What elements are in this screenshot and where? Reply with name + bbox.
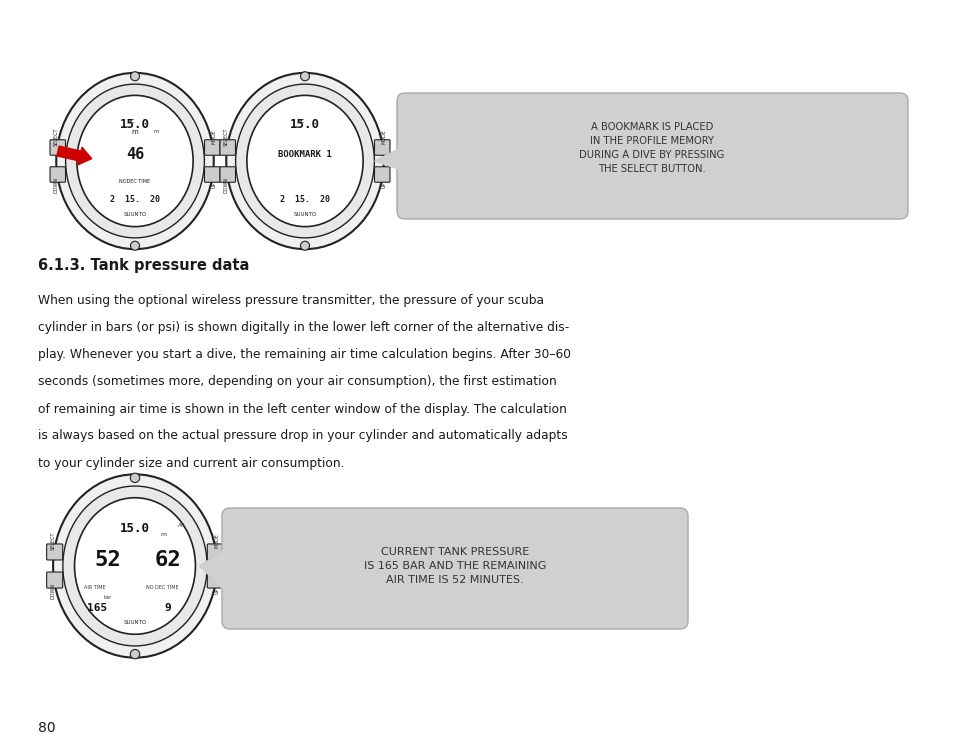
- Text: UP: UP: [211, 181, 216, 188]
- Text: seconds (sometimes more, depending on your air consumption), the first estimatio: seconds (sometimes more, depending on yo…: [38, 376, 557, 389]
- Ellipse shape: [53, 474, 216, 658]
- Text: AC: AC: [128, 119, 135, 125]
- Text: DOWN: DOWN: [51, 583, 55, 599]
- Text: of remaining air time is shown in the left center window of the display. The cal: of remaining air time is shown in the le…: [38, 402, 566, 416]
- Text: SUUNTO: SUUNTO: [123, 620, 147, 624]
- FancyBboxPatch shape: [50, 167, 66, 182]
- Text: UP: UP: [381, 181, 386, 188]
- Text: 52: 52: [94, 550, 121, 570]
- Text: BOOKMARK 1: BOOKMARK 1: [278, 150, 332, 160]
- Circle shape: [131, 473, 139, 482]
- Text: 15.0: 15.0: [290, 119, 319, 132]
- FancyBboxPatch shape: [207, 572, 223, 588]
- Circle shape: [131, 649, 139, 658]
- FancyBboxPatch shape: [204, 140, 220, 155]
- FancyBboxPatch shape: [396, 93, 907, 219]
- Text: 46: 46: [126, 147, 144, 163]
- FancyBboxPatch shape: [222, 508, 687, 629]
- FancyBboxPatch shape: [220, 140, 235, 155]
- FancyArrow shape: [57, 146, 91, 165]
- Text: MODE: MODE: [211, 129, 216, 144]
- Text: SUUNTO: SUUNTO: [294, 212, 316, 218]
- Ellipse shape: [226, 73, 383, 249]
- FancyBboxPatch shape: [375, 167, 390, 182]
- FancyBboxPatch shape: [50, 140, 66, 155]
- Text: AC: AC: [297, 119, 305, 125]
- Text: m: m: [160, 532, 166, 538]
- Circle shape: [300, 241, 309, 250]
- Text: 9: 9: [164, 603, 171, 613]
- Text: 15.0: 15.0: [120, 119, 150, 132]
- Text: AC: AC: [177, 523, 185, 528]
- Circle shape: [131, 241, 139, 250]
- Text: SELECT: SELECT: [224, 128, 229, 146]
- Text: 15.0: 15.0: [120, 522, 150, 535]
- Text: When using the optional wireless pressure transmitter, the pressure of your scub: When using the optional wireless pressur…: [38, 295, 543, 308]
- Text: DOWN: DOWN: [224, 177, 229, 193]
- Text: 2  15.  20: 2 15. 20: [280, 196, 330, 205]
- Text: is always based on the actual pressure drop in your cylinder and automatically a: is always based on the actual pressure d…: [38, 429, 567, 442]
- Text: UP: UP: [214, 587, 219, 594]
- Polygon shape: [375, 146, 405, 171]
- FancyBboxPatch shape: [47, 544, 63, 560]
- Text: MODE: MODE: [381, 129, 386, 144]
- Text: 6.1.3. Tank pressure data: 6.1.3. Tank pressure data: [38, 259, 249, 274]
- FancyBboxPatch shape: [207, 544, 223, 560]
- Circle shape: [131, 72, 139, 81]
- Ellipse shape: [247, 95, 363, 227]
- Text: A BOOKMARK IS PLACED
IN THE PROFILE MEMORY
DURING A DIVE BY PRESSING
THE SELECT : A BOOKMARK IS PLACED IN THE PROFILE MEMO…: [578, 122, 724, 174]
- Text: 2  15.  20: 2 15. 20: [110, 196, 160, 205]
- Ellipse shape: [74, 497, 195, 634]
- Ellipse shape: [235, 84, 374, 238]
- Text: AIR TIME: AIR TIME: [84, 585, 105, 590]
- Text: DOWN: DOWN: [53, 177, 59, 193]
- Text: CURRENT TANK PRESSURE
IS 165 BAR AND THE REMAINING
AIR TIME IS 52 MINUTES.: CURRENT TANK PRESSURE IS 165 BAR AND THE…: [363, 547, 546, 585]
- Text: to your cylinder size and current air consumption.: to your cylinder size and current air co…: [38, 457, 344, 469]
- FancyBboxPatch shape: [220, 167, 235, 182]
- FancyBboxPatch shape: [47, 572, 63, 588]
- FancyBboxPatch shape: [204, 167, 220, 182]
- Text: NO DEC TIME: NO DEC TIME: [146, 585, 178, 590]
- Ellipse shape: [77, 95, 193, 227]
- Text: play. Whenever you start a dive, the remaining air time calculation begins. Afte: play. Whenever you start a dive, the rem…: [38, 349, 571, 361]
- FancyBboxPatch shape: [375, 140, 390, 155]
- Text: SUUNTO: SUUNTO: [123, 212, 147, 218]
- Text: bar: bar: [104, 595, 112, 600]
- Ellipse shape: [63, 486, 207, 646]
- Text: SELECT: SELECT: [53, 128, 59, 146]
- Text: cylinder in bars (or psi) is shown digitally in the lower left corner of the alt: cylinder in bars (or psi) is shown digit…: [38, 321, 569, 334]
- Ellipse shape: [66, 84, 204, 238]
- Polygon shape: [200, 546, 230, 596]
- Text: 62: 62: [154, 550, 181, 570]
- Text: m: m: [153, 129, 159, 135]
- Text: m: m: [132, 129, 138, 135]
- Ellipse shape: [56, 73, 213, 249]
- Text: 165: 165: [88, 603, 108, 613]
- Text: NODEC TIME: NODEC TIME: [119, 178, 151, 184]
- Text: MODE: MODE: [214, 534, 219, 548]
- Circle shape: [300, 72, 309, 81]
- Text: SELECT: SELECT: [51, 531, 55, 550]
- Text: 80: 80: [38, 721, 55, 735]
